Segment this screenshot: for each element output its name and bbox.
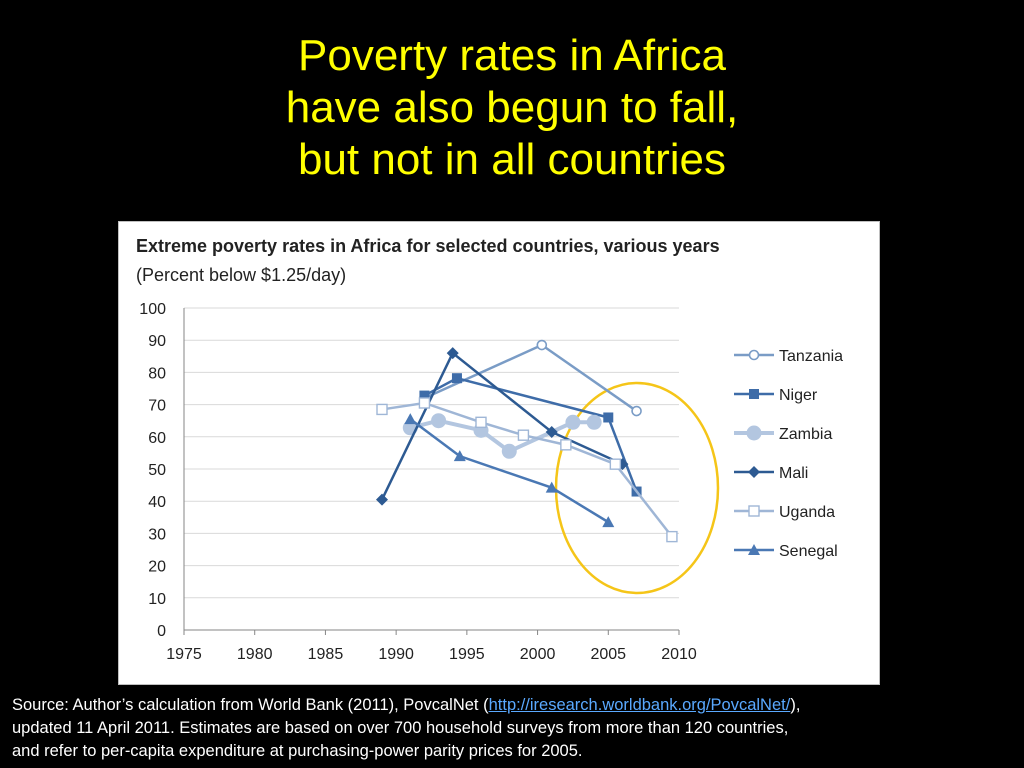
data-point-zambia xyxy=(431,413,447,429)
data-point-niger xyxy=(603,412,614,423)
legend-marker-tanzania xyxy=(748,349,760,361)
data-point-tanzania xyxy=(631,405,642,417)
data-point-uganda xyxy=(376,403,388,416)
legend-marker-niger xyxy=(749,389,759,399)
legend-label-uganda: Uganda xyxy=(779,504,835,521)
y-tick-label: 60 xyxy=(148,430,166,447)
chart-title: Extreme poverty rates in Africa for sele… xyxy=(136,236,720,256)
legend-item-uganda: Uganda xyxy=(734,504,835,521)
legend-marker-senegal xyxy=(748,544,760,555)
legend-item-niger: Niger xyxy=(734,387,818,404)
x-tick-label: 1995 xyxy=(449,646,485,663)
series-line-niger xyxy=(423,376,638,492)
y-tick-label: 90 xyxy=(148,333,166,350)
series-line-mali xyxy=(380,351,623,501)
slide-title-line-3: but not in all countries xyxy=(297,135,727,184)
series-uganda xyxy=(376,397,678,543)
legend-label-tanzania: Tanzania xyxy=(779,348,843,365)
data-point-senegal xyxy=(545,481,558,493)
x-tick-label: 2005 xyxy=(590,646,626,663)
slide-title-line-2: have also begun to fall, xyxy=(285,83,739,132)
data-point-mali xyxy=(376,493,388,506)
data-point-zambia xyxy=(565,414,581,430)
source-line-2: updated 11 April 2011. Estimates are bas… xyxy=(12,719,789,737)
data-point-senegal xyxy=(602,516,615,528)
series-line-senegal xyxy=(409,418,609,524)
y-tick-label: 30 xyxy=(148,526,166,543)
data-point-uganda xyxy=(418,397,431,409)
data-point-tanzania xyxy=(536,339,548,351)
legend-marker-uganda xyxy=(748,505,760,517)
legend-marker-zambia xyxy=(746,425,762,441)
data-point-niger xyxy=(419,390,430,401)
x-tick-label: 1990 xyxy=(378,646,414,663)
data-point-uganda xyxy=(517,429,530,441)
data-point-mali xyxy=(545,425,558,438)
chart-panel: Extreme poverty rates in Africa for sele… xyxy=(118,221,880,685)
x-tick-label: 2000 xyxy=(520,646,556,663)
legend-item-senegal: Senegal xyxy=(734,543,838,560)
y-tick-label: 80 xyxy=(148,365,166,382)
source-line-1: Source: Author’s calculation from World … xyxy=(12,694,1017,717)
poverty-line-chart: Extreme poverty rates in Africa for sele… xyxy=(136,236,843,663)
y-tick-label: 70 xyxy=(148,398,166,415)
y-tick-label: 0 xyxy=(157,623,166,640)
series-senegal xyxy=(404,413,615,528)
povcalnet-link[interactable]: http://iresearch.worldbank.org/PovcalNet… xyxy=(488,696,791,714)
chart-subtitle: (Percent below $1.25/day) xyxy=(136,265,346,285)
data-point-niger xyxy=(451,373,462,384)
y-tick-label: 100 xyxy=(139,301,166,318)
source-note: Source: Author’s calculation from World … xyxy=(12,694,1017,763)
data-point-uganda xyxy=(560,439,572,451)
highlight-circle xyxy=(554,381,720,595)
data-point-senegal xyxy=(404,413,417,425)
legend-item-zambia: Zambia xyxy=(734,425,832,443)
source-prefix: Source: Author’s calculation from World … xyxy=(12,696,489,714)
legend-label-mali: Mali xyxy=(779,465,808,482)
legend-item-tanzania: Tanzania xyxy=(734,348,843,365)
data-point-uganda xyxy=(666,530,678,543)
y-tick-label: 20 xyxy=(148,559,166,576)
data-point-zambia xyxy=(586,414,602,430)
legend-marker-mali xyxy=(748,466,760,478)
data-point-uganda xyxy=(475,416,487,429)
y-tick-label: 50 xyxy=(148,462,166,479)
data-point-uganda xyxy=(609,458,622,470)
legend-label-niger: Niger xyxy=(779,387,818,404)
y-tick-label: 40 xyxy=(148,494,166,511)
data-point-mali xyxy=(446,347,459,360)
legend-item-mali: Mali xyxy=(734,465,808,482)
source-suffix: ), xyxy=(790,696,801,714)
slide-title-line-1: Poverty rates in Africa xyxy=(298,31,726,80)
x-tick-label: 1980 xyxy=(237,646,273,663)
x-tick-label: 1985 xyxy=(308,646,344,663)
data-point-senegal xyxy=(453,450,466,462)
source-line-3: and refer to per-capita expenditure at p… xyxy=(12,742,583,760)
slide-title: Poverty rates in Africa have also begun … xyxy=(0,30,1024,186)
x-tick-label: 1975 xyxy=(166,646,202,663)
x-tick-label: 2010 xyxy=(661,646,697,663)
y-tick-label: 10 xyxy=(148,591,166,608)
legend-label-zambia: Zambia xyxy=(779,426,832,443)
legend-label-senegal: Senegal xyxy=(779,543,838,560)
data-point-zambia xyxy=(501,443,517,459)
